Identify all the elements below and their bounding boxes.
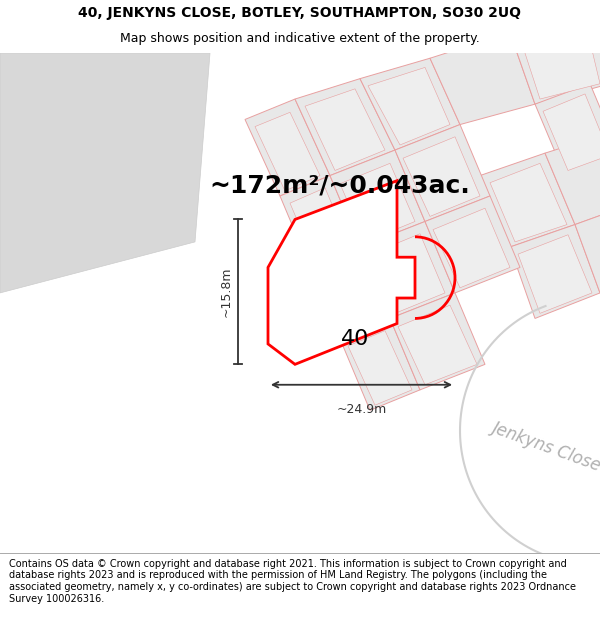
- Polygon shape: [360, 221, 455, 318]
- Polygon shape: [360, 58, 460, 150]
- Text: 40, JENKYNS CLOSE, BOTLEY, SOUTHAMPTON, SO30 2UQ: 40, JENKYNS CLOSE, BOTLEY, SOUTHAMPTON, …: [79, 6, 521, 20]
- Polygon shape: [305, 89, 385, 171]
- Polygon shape: [425, 196, 520, 293]
- Text: Map shows position and indicative extent of the property.: Map shows position and indicative extent…: [120, 32, 480, 45]
- Polygon shape: [368, 234, 445, 313]
- Polygon shape: [0, 53, 210, 293]
- Polygon shape: [575, 201, 600, 293]
- Polygon shape: [490, 163, 567, 242]
- Polygon shape: [535, 84, 600, 176]
- Polygon shape: [368, 68, 450, 145]
- Polygon shape: [290, 188, 350, 262]
- Polygon shape: [268, 181, 415, 364]
- Text: ~172m²/~0.043ac.: ~172m²/~0.043ac.: [209, 174, 470, 198]
- Polygon shape: [390, 293, 485, 390]
- Polygon shape: [395, 124, 490, 221]
- Polygon shape: [480, 153, 575, 247]
- Polygon shape: [518, 235, 592, 313]
- Text: 40: 40: [341, 329, 369, 349]
- Polygon shape: [433, 208, 510, 288]
- Polygon shape: [330, 150, 425, 247]
- Polygon shape: [398, 305, 477, 385]
- Text: ~24.9m: ~24.9m: [337, 403, 386, 416]
- Polygon shape: [510, 224, 600, 318]
- Text: ~15.8m: ~15.8m: [220, 267, 233, 317]
- Polygon shape: [280, 176, 360, 268]
- Polygon shape: [348, 331, 412, 405]
- Polygon shape: [510, 12, 600, 104]
- Polygon shape: [340, 318, 420, 410]
- Text: Contains OS data © Crown copyright and database right 2021. This information is : Contains OS data © Crown copyright and d…: [9, 559, 576, 604]
- Polygon shape: [310, 247, 390, 339]
- Polygon shape: [520, 21, 600, 99]
- Polygon shape: [255, 112, 320, 191]
- Text: Jenkyns Close: Jenkyns Close: [490, 418, 600, 474]
- Polygon shape: [545, 132, 600, 224]
- Polygon shape: [403, 137, 480, 216]
- Polygon shape: [318, 259, 382, 334]
- Polygon shape: [430, 32, 535, 124]
- Polygon shape: [340, 163, 415, 242]
- Polygon shape: [543, 94, 600, 171]
- Polygon shape: [245, 99, 330, 196]
- Polygon shape: [295, 79, 395, 176]
